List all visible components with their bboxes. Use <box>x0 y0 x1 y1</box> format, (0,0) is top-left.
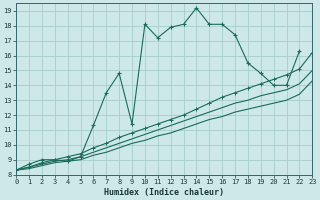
X-axis label: Humidex (Indice chaleur): Humidex (Indice chaleur) <box>104 188 224 197</box>
